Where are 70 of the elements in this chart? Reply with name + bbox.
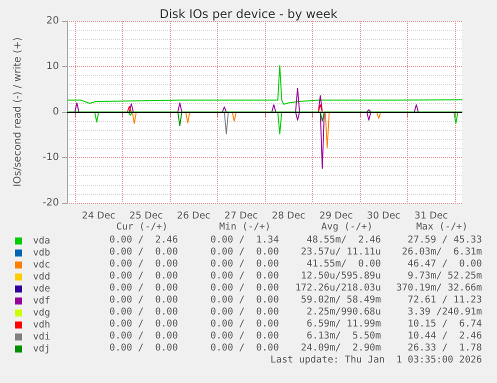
legend-label: vdg	[33, 308, 50, 318]
y-tick-label: -20	[42, 198, 59, 208]
text: 2.25m/990.68u	[306, 306, 381, 318]
text: 6.13m/ 5.50m	[306, 330, 382, 342]
legend-label: vdi	[33, 332, 50, 342]
text: 0.00 / 0.00	[210, 306, 280, 318]
text: 0.00 / 0.00	[109, 330, 178, 342]
text: Min (-/+)	[219, 222, 271, 232]
legend-label: vde	[33, 284, 50, 294]
text: Avg (-/+)	[321, 222, 373, 232]
text: 0.00 / 0.00	[109, 342, 178, 354]
text: Max (-/+)	[416, 222, 468, 232]
y-axis-title: IOs/second read (-) / write (+)	[12, 37, 24, 187]
text: 72.61 / 11.23	[408, 294, 482, 306]
text: 0.00 / 1.34	[210, 234, 280, 246]
text: 41.55m/ 0.00	[306, 258, 382, 270]
legend-label: vdh	[33, 320, 50, 330]
text: 27.59 / 45.33	[408, 234, 482, 246]
text: 0.00 / 0.00	[109, 318, 178, 330]
text: 0.00 / 0.00	[210, 258, 280, 270]
x-tick-label: 28 Dec	[272, 210, 306, 222]
text: 3.39 /240.91m	[408, 306, 482, 318]
legend-label: vda	[33, 236, 50, 246]
text: 0.00 / 0.00	[210, 330, 280, 342]
x-tick-label: 26 Dec	[176, 210, 210, 222]
legend-label: vdf	[33, 296, 50, 306]
legend-label: vdc	[33, 260, 50, 270]
text: 0.00 / 0.00	[109, 270, 178, 282]
text: 172.26u/218.03u	[295, 282, 381, 294]
text: 0.00 / 0.00	[109, 282, 178, 294]
text: 9.73m/ 52.25m	[408, 270, 482, 282]
text: 0.00 / 2.46	[109, 234, 178, 246]
legend-label: vdj	[33, 344, 50, 354]
x-tick-label: 27 Dec	[224, 210, 258, 222]
text: 0.00 / 0.00	[210, 342, 280, 354]
text: 26.33 / 1.78	[408, 342, 482, 354]
x-tick-label: 29 Dec	[319, 210, 353, 222]
text: 48.55m/ 2.46	[306, 234, 382, 246]
text: 0.00 / 0.00	[109, 294, 178, 306]
legend-label: vdd	[33, 272, 50, 282]
y-tick-label: 20	[46, 16, 59, 26]
y-tick-label: 0	[52, 106, 59, 118]
legend-label: vdb	[33, 248, 50, 258]
text: 59.02m/ 58.49m	[300, 294, 382, 306]
y-tick-label: -10	[42, 152, 59, 163]
text: 26.03m/ 6.31m	[402, 246, 482, 258]
x-tick-label: 25 Dec	[129, 210, 163, 222]
text: 46.47 / 0.00	[408, 258, 482, 270]
text: 0.00 / 0.00	[210, 246, 280, 258]
text: 0.00 / 0.00	[210, 318, 280, 330]
text: 370.19m/ 32.66m	[396, 282, 482, 294]
x-tick-label: 24 Dec	[82, 210, 116, 222]
x-tick-label: 30 Dec	[366, 210, 400, 222]
text: 12.50u/595.89u	[300, 270, 381, 282]
text: 10.44 / 2.46	[408, 330, 482, 342]
text: Cur (-/+)	[116, 222, 168, 232]
text: Last update: Thu Jan 1 03:35:00 2026	[270, 354, 482, 366]
text: 0.00 / 0.00	[210, 294, 280, 306]
text: 10.15 / 6.74	[408, 318, 482, 330]
text: 0.00 / 0.00	[109, 258, 178, 270]
text: 0.00 / 0.00	[210, 282, 280, 294]
y-tick-label: 10	[46, 61, 59, 72]
x-tick-label: 31 Dec	[414, 210, 448, 222]
text: 0.00 / 0.00	[210, 270, 280, 282]
text: 24.09m/ 2.90m	[300, 342, 382, 354]
text: 23.57u/ 11.11u	[300, 246, 381, 258]
chart-title: Disk IOs per device - by week	[160, 7, 338, 21]
text: 0.00 / 0.00	[109, 246, 178, 258]
text: 0.00 / 0.00	[109, 306, 178, 318]
text: 6.59m/ 11.99m	[306, 318, 382, 330]
